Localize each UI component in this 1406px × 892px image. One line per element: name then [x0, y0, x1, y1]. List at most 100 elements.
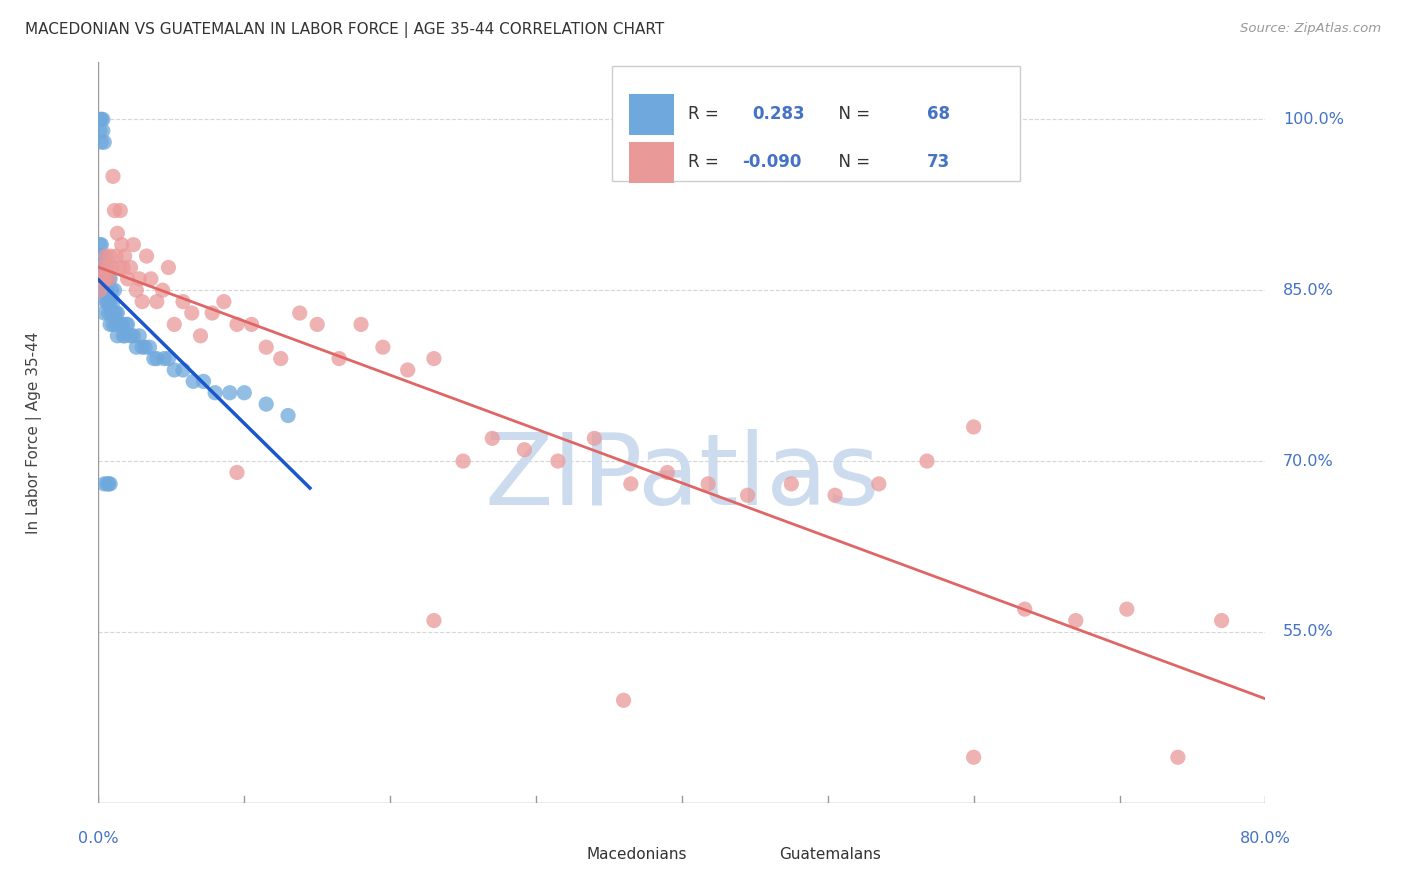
- Point: [962, 420, 984, 434]
- Point: [547, 454, 569, 468]
- Point: [103, 306, 125, 320]
- Text: 0.283: 0.283: [752, 105, 804, 123]
- Point: [98, 249, 121, 263]
- Point: [111, 318, 134, 332]
- Point: [97, 306, 120, 320]
- Point: [96, 294, 118, 309]
- Point: [240, 318, 263, 332]
- Point: [737, 488, 759, 502]
- Point: [114, 328, 136, 343]
- Point: [105, 227, 128, 241]
- Point: [98, 318, 121, 332]
- Point: [423, 614, 446, 628]
- Text: MACEDONIAN VS GUATEMALAN IN LABOR FORCE | AGE 35-44 CORRELATION CHART: MACEDONIAN VS GUATEMALAN IN LABOR FORCE …: [25, 22, 665, 38]
- Point: [90, 272, 112, 286]
- Point: [89, 283, 111, 297]
- Point: [97, 476, 120, 491]
- Point: [97, 272, 120, 286]
- FancyBboxPatch shape: [630, 94, 673, 135]
- Point: [111, 237, 134, 252]
- Point: [117, 272, 139, 286]
- Point: [1211, 614, 1233, 628]
- Point: [101, 318, 124, 332]
- Point: [190, 328, 212, 343]
- Point: [103, 283, 125, 297]
- Point: [163, 363, 186, 377]
- Point: [134, 340, 156, 354]
- Point: [108, 318, 131, 332]
- Point: [91, 260, 114, 275]
- Point: [962, 750, 984, 764]
- Point: [254, 397, 277, 411]
- Point: [93, 272, 115, 286]
- Point: [226, 466, 249, 480]
- Point: [104, 306, 127, 320]
- Point: [620, 476, 643, 491]
- Point: [172, 363, 194, 377]
- Point: [396, 363, 419, 377]
- Point: [89, 283, 111, 297]
- Point: [114, 249, 136, 263]
- Text: N =: N =: [828, 153, 875, 171]
- Point: [122, 328, 145, 343]
- Point: [513, 442, 536, 457]
- Point: [612, 693, 634, 707]
- Point: [226, 318, 249, 332]
- Point: [657, 466, 679, 480]
- Point: [105, 328, 128, 343]
- Point: [152, 283, 174, 297]
- Point: [93, 306, 115, 320]
- Point: [94, 294, 117, 309]
- Point: [110, 203, 132, 218]
- Point: [94, 249, 117, 263]
- Point: [451, 454, 474, 468]
- Point: [204, 385, 226, 400]
- Text: 70.0%: 70.0%: [1282, 454, 1334, 468]
- Point: [90, 272, 112, 286]
- Point: [90, 135, 112, 149]
- Point: [115, 318, 138, 332]
- Point: [1064, 614, 1087, 628]
- Point: [91, 249, 114, 263]
- Point: [112, 328, 135, 343]
- Point: [122, 237, 145, 252]
- Point: [96, 283, 118, 297]
- Point: [91, 272, 114, 286]
- Point: [163, 318, 186, 332]
- Point: [307, 318, 329, 332]
- Point: [125, 283, 148, 297]
- Text: 0.0%: 0.0%: [79, 831, 118, 847]
- Text: -0.090: -0.090: [742, 153, 801, 171]
- FancyBboxPatch shape: [630, 142, 673, 183]
- Point: [193, 375, 215, 389]
- Point: [128, 272, 150, 286]
- Point: [270, 351, 292, 366]
- Point: [97, 272, 120, 286]
- Point: [89, 272, 111, 286]
- Text: Source: ZipAtlas.com: Source: ZipAtlas.com: [1240, 22, 1381, 36]
- Point: [89, 237, 111, 252]
- Point: [120, 328, 142, 343]
- Point: [697, 476, 720, 491]
- Point: [277, 409, 299, 423]
- Point: [96, 272, 118, 286]
- Point: [131, 340, 153, 354]
- Point: [104, 249, 127, 263]
- Point: [104, 318, 127, 332]
- Point: [108, 260, 131, 275]
- FancyBboxPatch shape: [612, 66, 1021, 181]
- Point: [233, 385, 256, 400]
- Point: [201, 306, 224, 320]
- Point: [89, 260, 111, 275]
- Point: [824, 488, 846, 502]
- Point: [103, 203, 125, 218]
- Point: [90, 283, 112, 297]
- Text: 85.0%: 85.0%: [1282, 283, 1334, 298]
- Point: [481, 431, 503, 445]
- Point: [288, 306, 311, 320]
- Point: [93, 135, 115, 149]
- Point: [101, 294, 124, 309]
- Point: [90, 260, 112, 275]
- Point: [212, 294, 235, 309]
- Point: [97, 294, 120, 309]
